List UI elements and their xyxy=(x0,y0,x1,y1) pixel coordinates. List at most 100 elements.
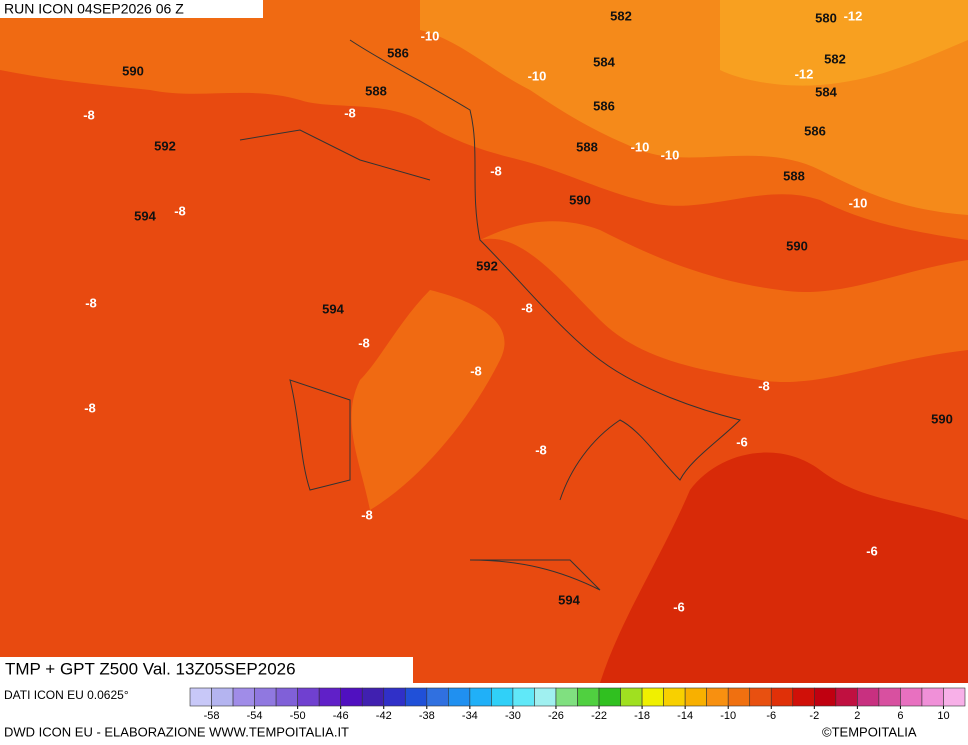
colorbar-tick-label: -34 xyxy=(462,710,478,722)
temperature-label: -6 xyxy=(736,434,748,449)
temperature-label: -12 xyxy=(795,66,814,81)
temperature-label: -8 xyxy=(490,163,502,178)
geopotential-label: 594 xyxy=(134,208,156,223)
colorbar-swatch xyxy=(706,687,729,707)
colorbar-swatch xyxy=(340,687,363,707)
temperature-label: -6 xyxy=(866,543,878,558)
geopotential-label: 590 xyxy=(122,63,144,78)
colorbar-swatch xyxy=(620,687,643,707)
geopotential-label: 580 xyxy=(815,10,837,25)
copyright: ©TEMPOITALIA xyxy=(822,724,917,739)
colorbar-swatch xyxy=(814,687,837,707)
temperature-label: -6 xyxy=(673,599,685,614)
temperature-label: -8 xyxy=(470,363,482,378)
colorbar-tick-label: -30 xyxy=(505,710,521,722)
credit: DWD ICON EU - ELABORAZIONE WWW.TEMPOITAL… xyxy=(4,724,349,739)
colorbar-tick-label: 6 xyxy=(897,710,903,722)
colorbar-tick-label: -18 xyxy=(634,710,650,722)
colorbar-swatch xyxy=(534,687,557,707)
geopotential-label: 588 xyxy=(365,83,387,98)
temperature-label: -10 xyxy=(421,28,440,43)
geopotential-label: 590 xyxy=(569,192,591,207)
colorbar-tick-label: 2 xyxy=(854,710,860,722)
colorbar-swatch xyxy=(448,687,471,707)
colorbar-swatch xyxy=(211,687,234,707)
colorbar-swatch xyxy=(512,687,535,707)
colorbar-swatch xyxy=(404,687,428,707)
geopotential-label: 590 xyxy=(786,238,808,253)
hot-zone xyxy=(600,452,968,683)
colorbar-tick-label: -22 xyxy=(591,710,607,722)
warm-zone xyxy=(480,221,968,383)
colorbar-swatch xyxy=(684,687,707,707)
temperature-label: -10 xyxy=(528,68,547,83)
warm-zone xyxy=(351,290,505,510)
colorbar-swatch xyxy=(469,687,492,707)
colorbar: -58 -54 -50 -46 -42 -38 -34 -30 -26 -22 -18 -14 -10-… xyxy=(189,687,966,722)
colorbar-tick-label: -26 xyxy=(548,710,564,722)
temperature-label: -8 xyxy=(361,507,373,522)
colorbar-tick-label: 10 xyxy=(937,710,949,722)
colorbar-swatch xyxy=(770,687,794,707)
geopotential-label: 592 xyxy=(476,258,498,273)
colorbar-tick-label: -54 xyxy=(247,710,263,722)
temperature-label: -10 xyxy=(661,147,680,162)
colorbar-swatch xyxy=(900,687,923,707)
coastline xyxy=(239,39,741,591)
colorbar-swatch xyxy=(318,687,341,707)
colorbar-tick-label: -46 xyxy=(333,710,349,722)
temperature-label: -8 xyxy=(83,107,95,122)
geopotential-label: 592 xyxy=(154,138,176,153)
map-title: TMP + GPT Z500 Val. 13Z05SEP2026 xyxy=(5,659,296,678)
temperature-label: -8 xyxy=(344,105,356,120)
contour-labels: 582 580 -12 -10 586 584 582 -12 590 -10 588 584 -8 -8… xyxy=(83,8,953,614)
colorbar-swatch xyxy=(232,687,255,707)
geopotential-label: 586 xyxy=(804,123,826,138)
colorbar-swatch xyxy=(878,687,901,707)
colorbar-swatch xyxy=(426,687,449,707)
geopotential-label: 594 xyxy=(558,592,580,607)
cool-zone xyxy=(720,0,968,86)
colorbar-swatch xyxy=(641,687,664,707)
geopotential-label: 590 xyxy=(931,411,953,426)
colorbar-swatch xyxy=(749,687,772,707)
colorbar-tick-label: -50 xyxy=(290,710,306,722)
colorbar-swatch xyxy=(835,687,858,707)
colorbar-tick-label: -14 xyxy=(677,710,693,722)
title-box xyxy=(0,657,413,683)
geopotential-label: 582 xyxy=(824,51,846,66)
colorbar-tick-label: -42 xyxy=(376,710,392,722)
colorbar-swatch xyxy=(921,687,944,707)
temperature-label: -8 xyxy=(521,300,533,315)
colorbar-swatch xyxy=(254,687,277,707)
temperature-label: -8 xyxy=(85,295,97,310)
colorbar-swatch xyxy=(383,687,406,707)
colorbar-swatch xyxy=(857,687,880,707)
colorbar-swatch xyxy=(663,687,686,707)
colorbar-swatch xyxy=(491,687,514,707)
run-label: RUN ICON 04SEP2026 06 Z xyxy=(4,1,184,17)
data-source: DATI ICON EU 0.0625° xyxy=(4,688,129,702)
geopotential-label: 586 xyxy=(593,98,615,113)
colorbar-swatch xyxy=(555,687,578,707)
temperature-label: -12 xyxy=(844,8,863,23)
colorbar-swatch xyxy=(598,687,621,707)
colorbar-tick-label: -38 xyxy=(419,710,435,722)
temperature-label: -8 xyxy=(174,203,186,218)
colorbar-tick-label: -58 xyxy=(204,710,220,722)
colorbar-swatch xyxy=(297,687,320,707)
colorbar-swatch xyxy=(943,687,966,707)
geopotential-label: 588 xyxy=(576,139,598,154)
temperature-label: -10 xyxy=(631,139,650,154)
geopotential-label: 584 xyxy=(815,84,837,99)
temperature-label: -10 xyxy=(849,195,868,210)
geopotential-label: 582 xyxy=(610,8,632,23)
colorbar-swatch xyxy=(361,687,385,707)
colorbar-swatch xyxy=(275,687,298,707)
colorbar-swatch xyxy=(727,687,751,707)
geopotential-label: 594 xyxy=(322,301,344,316)
temperature-label: -8 xyxy=(535,442,547,457)
header-box xyxy=(0,0,263,18)
